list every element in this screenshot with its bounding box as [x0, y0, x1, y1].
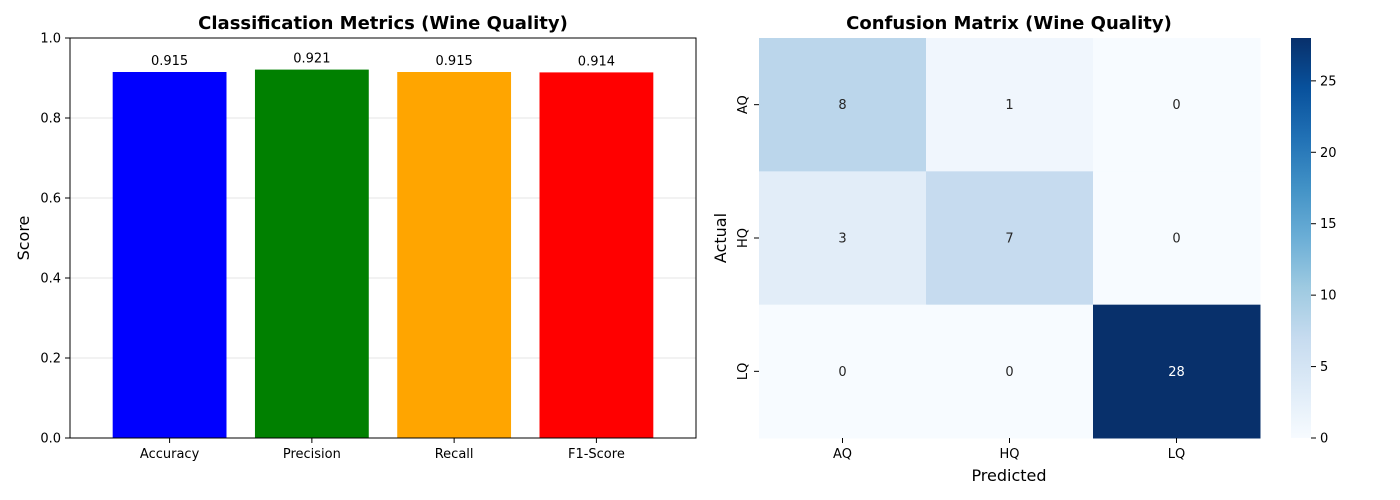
bar-chart-y-tick-label: 0.8 — [40, 112, 61, 127]
bar-value-label: 0.915 — [151, 54, 188, 69]
bar-chart-y-tick-label: 1.0 — [40, 32, 61, 47]
bar-value-label: 0.921 — [293, 52, 330, 67]
heatmap-title: Confusion Matrix (Wine Quality) — [846, 13, 1172, 34]
heatmap-x-tick-label: LQ — [1168, 447, 1185, 462]
heatmap-cell-value: 7 — [1005, 232, 1013, 247]
colorbar-tick-label: 5 — [1320, 360, 1328, 375]
bar-chart-x-ticks: Accuracy Precision Recall F1-Score — [140, 438, 625, 462]
heatmap-cell-value: 28 — [1168, 365, 1185, 380]
metrics-bar-chart: Classification Metrics (Wine Quality) Sc… — [14, 13, 697, 462]
bar-precision — [254, 69, 369, 438]
bar-chart-y-axis-label: Score — [14, 216, 33, 261]
heatmap-cell-value: 0 — [838, 365, 846, 380]
bar-f1-score — [539, 72, 654, 439]
heatmap-cell — [759, 171, 927, 306]
heatmap-cell-value: 0 — [1005, 365, 1013, 380]
colorbar-tick-label: 0 — [1320, 432, 1328, 447]
heatmap-cell — [759, 38, 927, 172]
bar-chart-bars — [112, 69, 654, 439]
heatmap-cell — [926, 171, 1094, 306]
heatmap-y-tick-label: LQ — [736, 363, 751, 380]
heatmap-y-tick-label: HQ — [736, 228, 751, 248]
colorbar — [1291, 38, 1311, 438]
heatmap-cells: 8 1 0 3 7 0 0 0 28 — [759, 38, 1261, 439]
heatmap-cell — [1093, 304, 1261, 439]
heatmap-cell-value: 0 — [1172, 98, 1180, 113]
heatmap-cell-value: 8 — [838, 98, 846, 113]
colorbar-tick-label: 20 — [1320, 146, 1337, 161]
bar-chart-x-tick-label: Accuracy — [140, 447, 200, 462]
bar-recall — [397, 72, 512, 438]
bar-value-label: 0.915 — [436, 54, 473, 69]
heatmap-cell — [926, 304, 1094, 439]
colorbar-tick-label: 10 — [1320, 289, 1337, 304]
heatmap-x-axis-label: Predicted — [971, 466, 1046, 485]
heatmap-cell — [926, 38, 1094, 172]
heatmap-x-ticks: AQ HQ LQ — [833, 438, 1185, 462]
heatmap-y-ticks: AQ HQ LQ — [736, 95, 759, 380]
bar-chart-plot-frame — [69, 37, 697, 439]
bar-chart-value-labels: 0.915 0.921 0.915 0.914 — [151, 52, 615, 70]
bar-chart-y-ticks: 0.0 0.2 0.4 0.6 0.8 1.0 — [40, 32, 70, 447]
confusion-matrix-heatmap: Confusion Matrix (Wine Quality) 8 1 03 7 00 0… — [711, 13, 1337, 485]
bar-chart-y-tick-label: 0.4 — [40, 272, 61, 287]
bar-chart-x-tick-label: F1-Score — [568, 447, 625, 462]
bar-chart-y-tick-label: 0.6 — [40, 192, 61, 207]
colorbar-tick-label: 25 — [1320, 74, 1337, 89]
heatmap-cell-value: 1 — [1005, 98, 1013, 113]
heatmap-x-tick-label: HQ — [999, 447, 1019, 462]
colorbar-ticks: 0 5 10 15 20 25 — [1311, 74, 1337, 447]
bar-chart-x-tick-label: Recall — [435, 447, 474, 462]
bar-chart-title: Classification Metrics (Wine Quality) — [198, 13, 568, 34]
heatmap-cell-value: 0 — [1172, 232, 1180, 247]
colorbar-tick-label: 15 — [1320, 217, 1337, 232]
heatmap-cell — [759, 304, 927, 439]
heatmap-cell — [1093, 38, 1261, 172]
heatmap-y-axis-label: Actual — [711, 213, 730, 263]
bar-chart-y-tick-label: 0.0 — [40, 432, 61, 447]
heatmap-y-tick-label: AQ — [736, 95, 751, 114]
bar-accuracy — [112, 72, 227, 438]
heatmap-cell — [1093, 171, 1261, 306]
bar-chart-y-tick-label: 0.2 — [40, 352, 61, 367]
heatmap-cell-value: 3 — [838, 232, 846, 247]
bar-value-label: 0.914 — [578, 54, 615, 69]
bar-chart-x-tick-label: Precision — [283, 447, 341, 462]
heatmap-x-tick-label: AQ — [833, 447, 852, 462]
